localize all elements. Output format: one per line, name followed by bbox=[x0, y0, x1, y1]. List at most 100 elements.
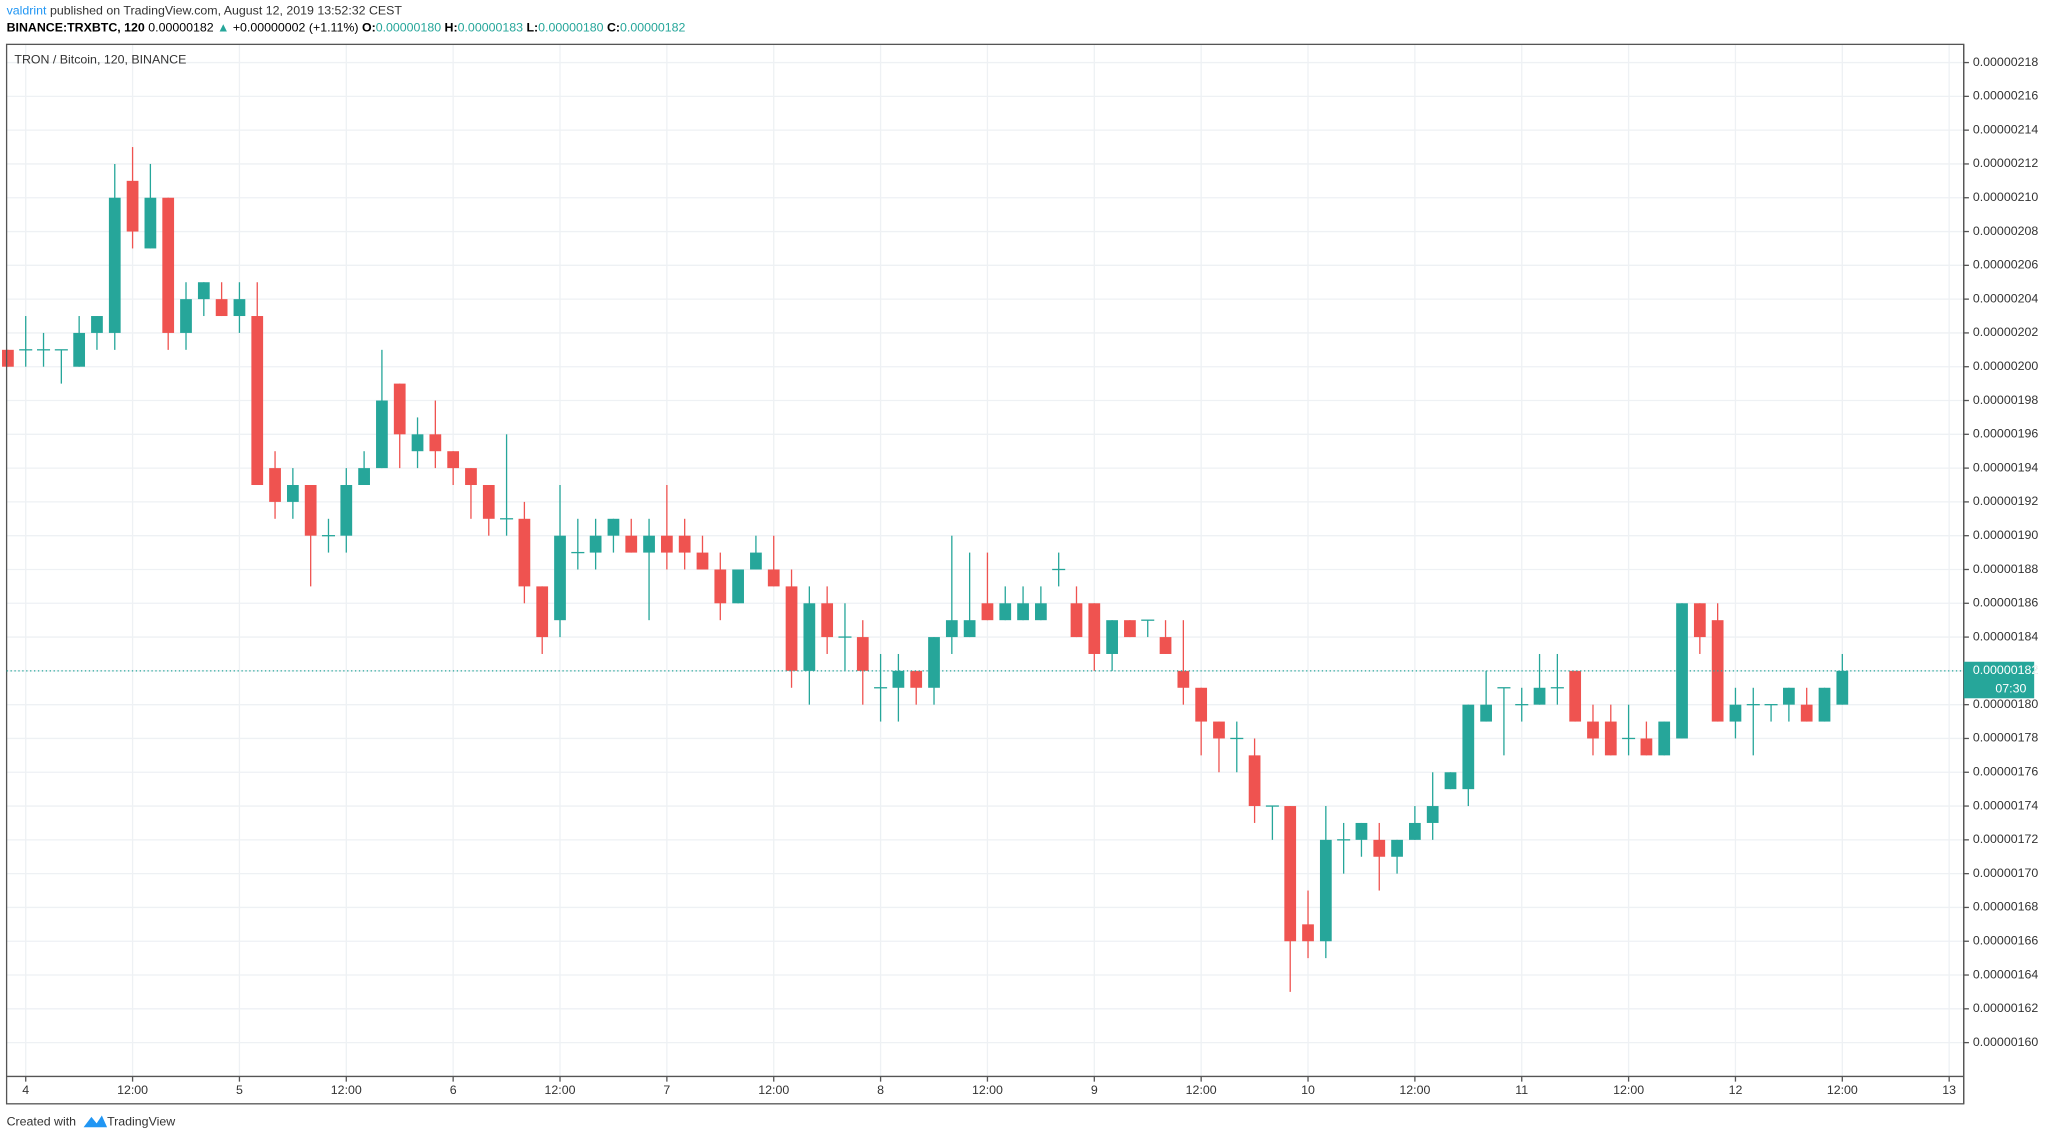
o-label: O: bbox=[362, 21, 376, 35]
x-tick-label: 12:00 bbox=[117, 1083, 148, 1097]
y-tick-label: 0.00000186 bbox=[1973, 596, 2038, 610]
body bbox=[91, 316, 103, 333]
y-tick-label: 0.00000166 bbox=[1973, 934, 2038, 948]
y-tick-label: 0.00000194 bbox=[1973, 460, 2038, 474]
x-tick-label: 5 bbox=[236, 1083, 243, 1097]
body bbox=[1159, 637, 1172, 654]
body bbox=[447, 451, 460, 469]
y-tick-label: 0.00000206 bbox=[1973, 258, 2038, 272]
body bbox=[1017, 603, 1029, 621]
created-with: Created with bbox=[7, 1114, 77, 1128]
y-tick-label: 0.00000190 bbox=[1973, 528, 2038, 542]
body bbox=[482, 485, 495, 519]
y-tick-label: 0.00000210 bbox=[1973, 190, 2038, 204]
body bbox=[269, 468, 281, 502]
y-tick-label: 0.00000198 bbox=[1973, 393, 2038, 407]
body bbox=[1426, 806, 1439, 823]
body bbox=[1480, 704, 1492, 722]
body bbox=[963, 620, 976, 638]
h-value: 0.00000183 bbox=[458, 21, 523, 35]
body bbox=[180, 299, 192, 333]
x-tick-label: 12:00 bbox=[1613, 1083, 1644, 1097]
body bbox=[233, 299, 246, 317]
body bbox=[821, 603, 834, 638]
body bbox=[1124, 620, 1136, 638]
countdown: 07:30 bbox=[1995, 681, 2026, 695]
body bbox=[197, 282, 210, 300]
body bbox=[1106, 620, 1118, 654]
y-tick-label: 0.00000216 bbox=[1973, 89, 2038, 103]
price: 0.00000182 bbox=[148, 21, 213, 35]
body bbox=[358, 468, 370, 486]
change-arrow: ▲ bbox=[217, 21, 229, 35]
body bbox=[1444, 772, 1457, 790]
y-tick-label: 0.00000176 bbox=[1973, 765, 2038, 779]
body bbox=[607, 518, 620, 536]
body bbox=[910, 670, 923, 688]
body bbox=[928, 637, 940, 688]
body bbox=[251, 316, 264, 486]
body bbox=[1284, 806, 1297, 942]
x-tick-label: 12:00 bbox=[1399, 1083, 1430, 1097]
body bbox=[429, 434, 442, 452]
body bbox=[1373, 839, 1386, 857]
x-tick-label: 10 bbox=[1301, 1083, 1315, 1097]
body bbox=[304, 485, 317, 536]
body bbox=[1783, 687, 1795, 705]
body bbox=[1391, 839, 1403, 857]
body bbox=[73, 332, 86, 367]
body bbox=[1800, 704, 1813, 722]
body bbox=[1319, 839, 1332, 942]
y-tick-label: 0.00000170 bbox=[1973, 866, 2038, 880]
body bbox=[892, 670, 905, 688]
author[interactable]: valdrint bbox=[7, 4, 47, 18]
body bbox=[554, 535, 566, 621]
y-tick-label: 0.00000218 bbox=[1973, 55, 2038, 69]
brand[interactable]: TradingView bbox=[107, 1114, 175, 1128]
chart-title: TRON / Bitcoin, 120, BINANCE bbox=[14, 52, 186, 66]
body bbox=[1248, 755, 1261, 807]
body bbox=[856, 637, 869, 671]
body bbox=[785, 586, 798, 671]
body bbox=[625, 535, 638, 553]
y-tick-label: 0.00000204 bbox=[1973, 291, 2038, 305]
body bbox=[215, 299, 228, 317]
x-tick-label: 13 bbox=[1942, 1083, 1956, 1097]
body bbox=[1818, 687, 1831, 722]
body bbox=[376, 400, 388, 469]
body bbox=[465, 468, 477, 486]
body bbox=[108, 197, 121, 333]
y-tick-label: 0.00000168 bbox=[1973, 900, 2038, 914]
body bbox=[1302, 924, 1314, 942]
body bbox=[393, 383, 406, 435]
y-tick-label: 0.00000212 bbox=[1973, 156, 2038, 170]
y-tick-label: 0.00000180 bbox=[1973, 697, 2038, 711]
y-tick-label: 0.00000208 bbox=[1973, 224, 2038, 238]
body bbox=[2, 349, 14, 367]
body bbox=[536, 586, 549, 638]
change: +0.00000002 (+1.11%) bbox=[233, 21, 359, 35]
publish-line: valdrint published on TradingView.com, A… bbox=[7, 4, 403, 18]
body bbox=[678, 535, 691, 553]
body bbox=[1355, 822, 1368, 840]
x-tick-label: 12:00 bbox=[331, 1083, 362, 1097]
l-label: L: bbox=[526, 21, 538, 35]
body bbox=[1729, 704, 1742, 722]
body bbox=[1640, 738, 1653, 756]
y-tick-label: 0.00000160 bbox=[1973, 1035, 2038, 1049]
symbol: BINANCE:TRXBTC, 120 bbox=[7, 21, 145, 35]
body bbox=[1070, 603, 1083, 638]
body bbox=[1604, 721, 1617, 756]
x-tick-label: 12:00 bbox=[758, 1083, 789, 1097]
tv-logo bbox=[83, 1115, 108, 1128]
y-tick-label: 0.00000164 bbox=[1973, 967, 2038, 981]
body bbox=[411, 434, 424, 452]
body bbox=[1836, 670, 1849, 705]
body bbox=[1409, 822, 1421, 840]
body bbox=[1658, 721, 1671, 756]
body bbox=[1587, 721, 1599, 739]
candles bbox=[2, 147, 1849, 992]
body bbox=[589, 535, 602, 553]
h-label: H: bbox=[445, 21, 458, 35]
